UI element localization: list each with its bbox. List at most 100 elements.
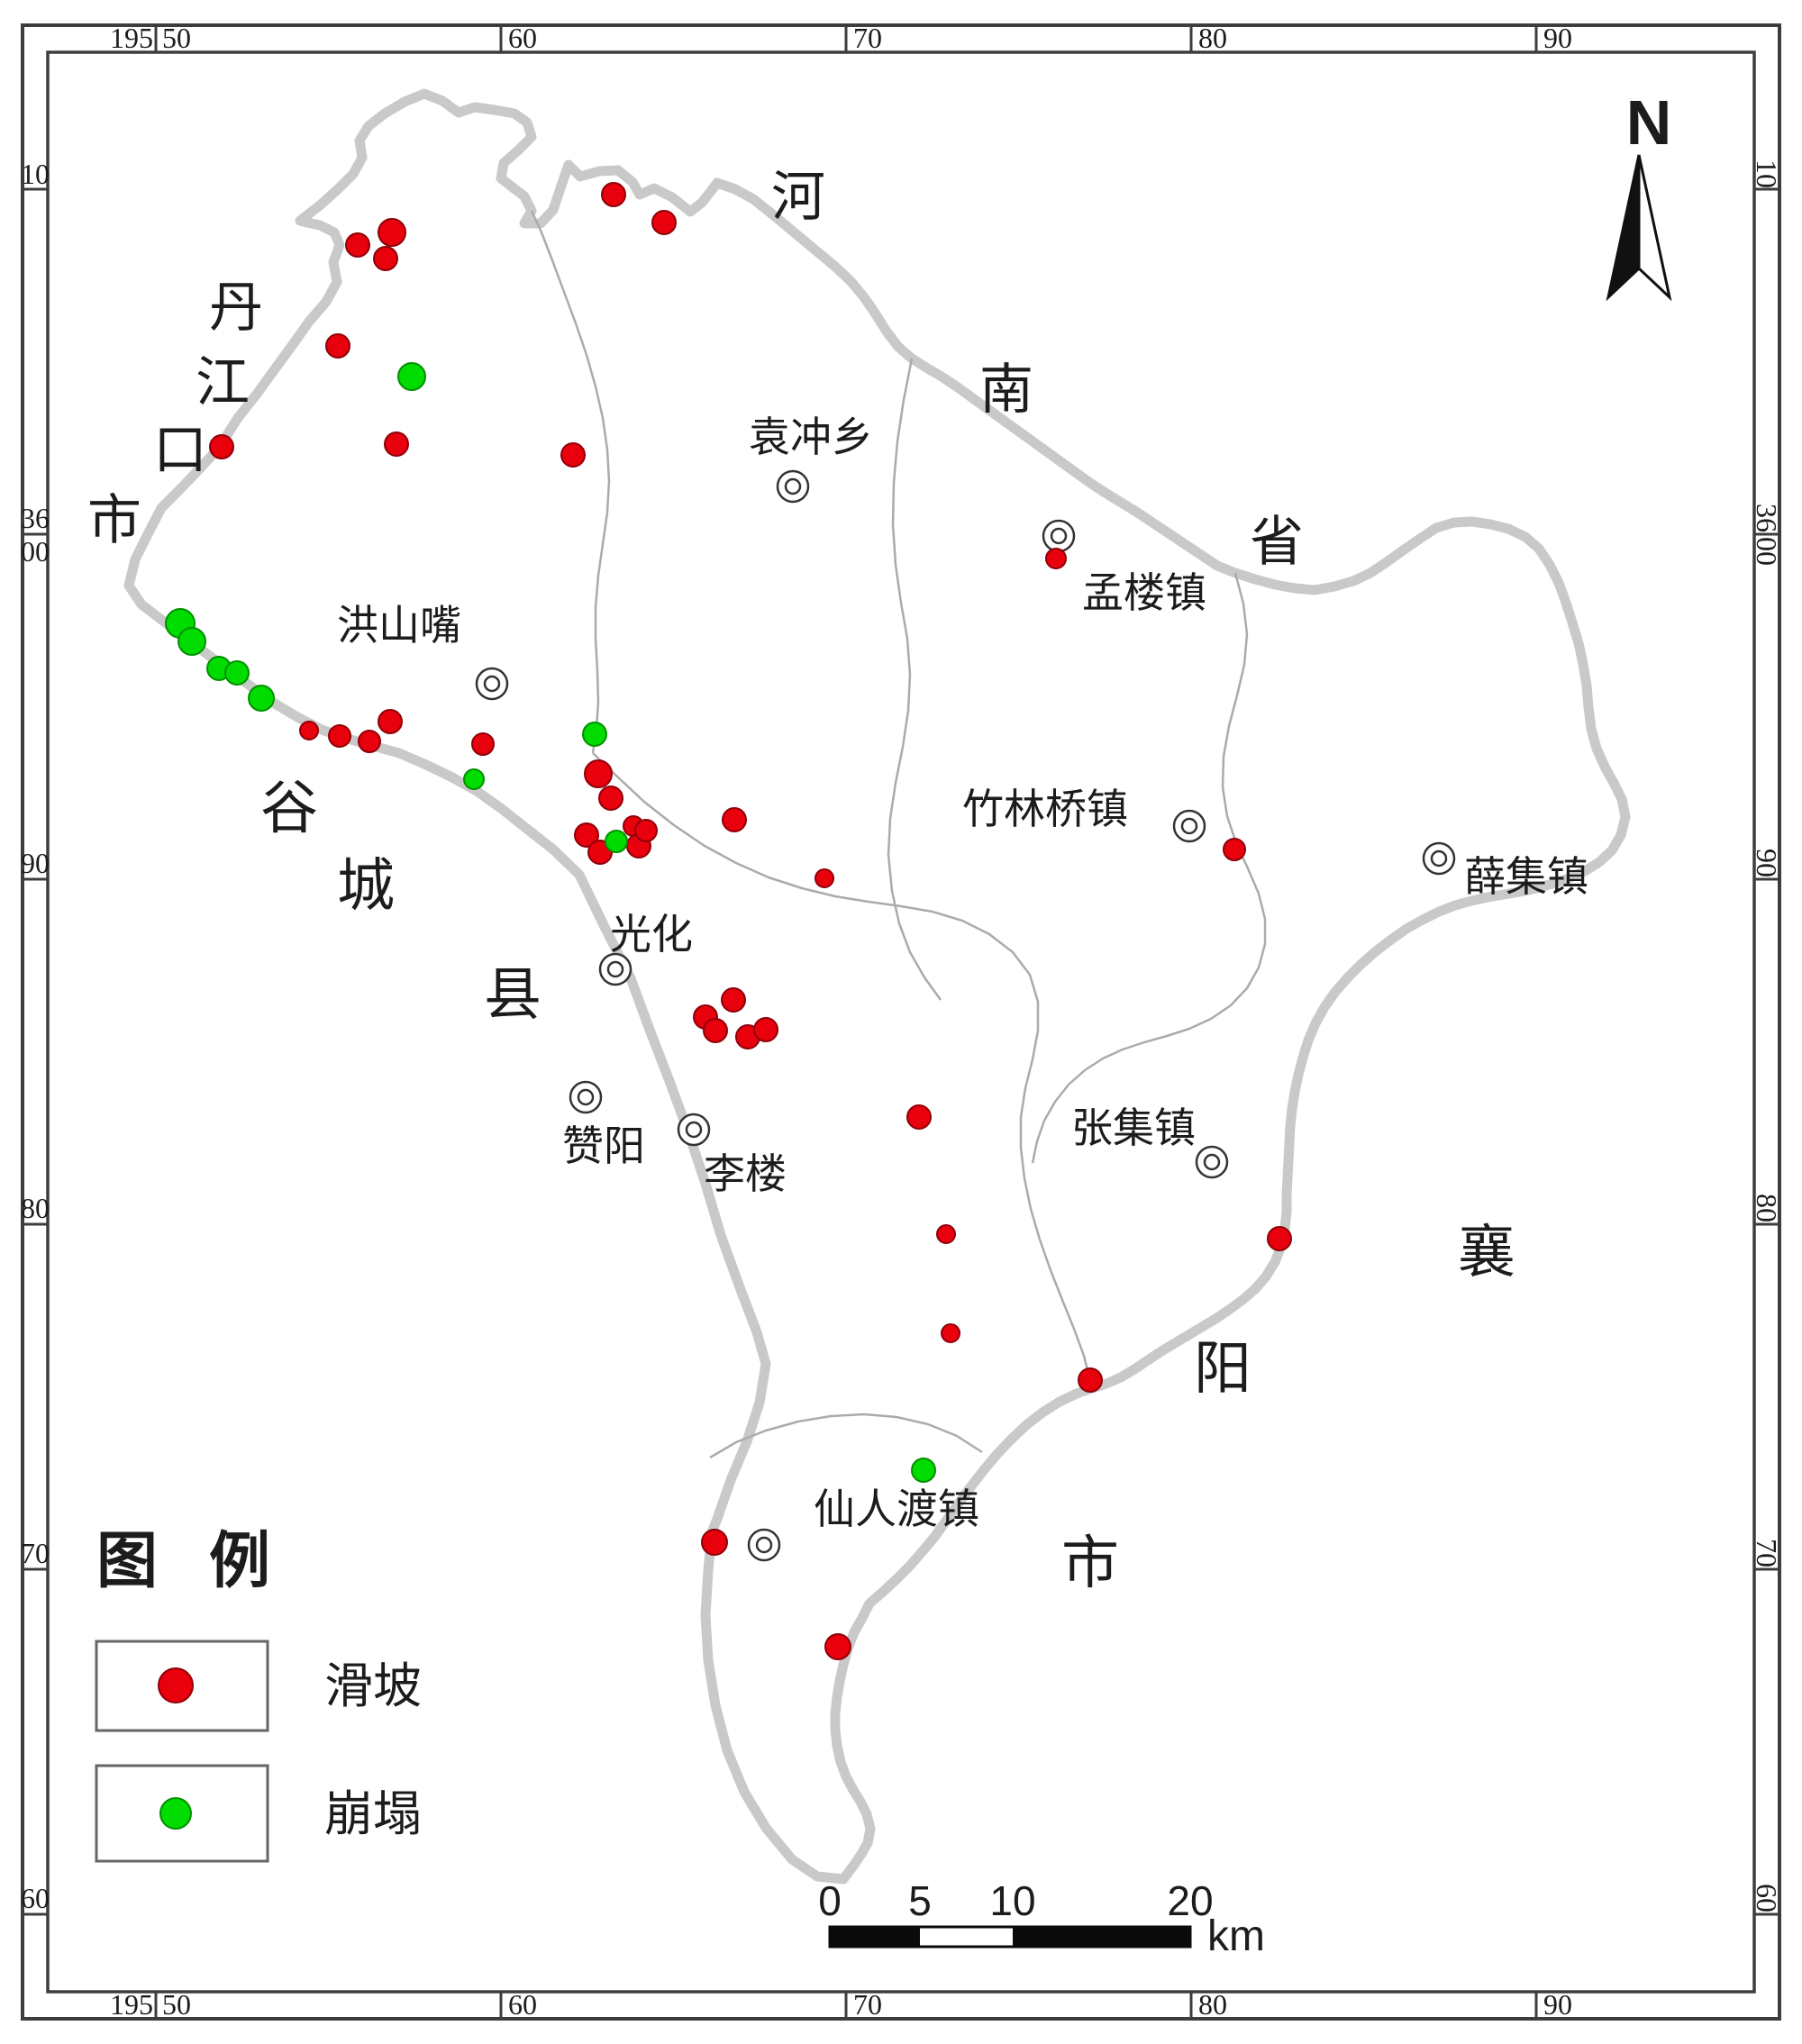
grid-label-right: 00 (1751, 537, 1783, 566)
landslide-dot (815, 868, 834, 888)
grid-label-bottom: 80 (1198, 1988, 1227, 2021)
collapse-dot (177, 627, 206, 656)
grid-label-left: 80 (21, 1192, 50, 1224)
landslide-dot (1223, 838, 1246, 861)
region-char: 襄 (1458, 1221, 1515, 1285)
scale-bar: 0 5 10 20 km (818, 1877, 1265, 1960)
collapse-dot (582, 722, 607, 747)
landslide-dot (574, 822, 599, 848)
legend-title: 图 例 (96, 1527, 288, 1595)
grid-label-right: 80 (1751, 1194, 1783, 1222)
region-char: 南 (979, 360, 1033, 420)
town-label: 赞阳 (562, 1123, 645, 1169)
landslide-dot (373, 246, 398, 271)
region-char: 丹 (209, 278, 263, 338)
town-symbol-inner-circle (755, 1536, 773, 1554)
region-char: 口 (153, 421, 207, 480)
landslide-dot (378, 709, 403, 734)
town-symbol-inner-circle (784, 477, 802, 495)
grid-label-bottom: 60 (508, 1988, 537, 2021)
grid-label-top: 80 (1198, 22, 1227, 54)
landslide-dot (721, 987, 746, 1013)
town-label: 张集镇 (1071, 1105, 1196, 1151)
grid-label-top: 50 (162, 22, 191, 54)
township-boundary (709, 1413, 983, 1459)
scale-unit-label: km (1207, 1912, 1265, 1960)
landslide-dot (601, 182, 626, 207)
township-boundary (530, 210, 611, 754)
town-label: 仙人渡镇 (814, 1486, 979, 1532)
county-boundaries (123, 88, 1631, 1885)
grid-label-top: 70 (853, 22, 882, 54)
collapse-dot (397, 362, 426, 391)
region-char: 城 (337, 854, 395, 918)
landslide-dot (598, 786, 623, 811)
landslide-dot (384, 432, 409, 457)
town-symbol-inner-circle (1430, 849, 1448, 868)
north-arrow: N (1606, 87, 1672, 302)
landslide-dot (378, 218, 406, 247)
legend-label-landslide: 滑坡 (324, 1659, 422, 1713)
landslide-dot (634, 819, 658, 842)
town-label: 薛集镇 (1464, 854, 1588, 900)
frame-inner-rect (46, 50, 1756, 1994)
hazard-dots (165, 182, 1292, 1660)
landslide-dot (701, 1529, 728, 1556)
landslide-dot (906, 1104, 932, 1130)
town-label: 洪山嘴 (337, 603, 461, 649)
region-char: 市 (87, 491, 141, 550)
grid-label-right: 10 (1751, 159, 1783, 188)
landslide-dot (651, 210, 677, 235)
grid-label-left: 60 (21, 1882, 50, 1914)
region-char: 江 (196, 353, 250, 413)
grid-label-right: 70 (1751, 1539, 1783, 1567)
grid-label-right: 60 (1751, 1884, 1783, 1912)
scale-bar-segment-black2 (1013, 1927, 1190, 1947)
collapse-legend-icon (159, 1797, 192, 1830)
grid-label-right: 36 (1751, 504, 1783, 532)
grid-label-top: 195 (110, 22, 153, 54)
region-char: 阳 (1194, 1337, 1251, 1401)
town-symbol-inner-circle (606, 960, 624, 978)
region-char: 市 (1061, 1531, 1119, 1595)
grid-label-left: 00 (21, 535, 50, 568)
grid-label-top: 90 (1543, 22, 1572, 54)
grid-label-right: 90 (1751, 849, 1783, 877)
scale-tick-label: 0 (818, 1877, 842, 1924)
town-symbol-inner-circle (1050, 527, 1068, 545)
grid-label-bottom: 70 (853, 1988, 882, 2021)
collapse-dot (911, 1458, 936, 1483)
landslide-dot (560, 442, 586, 468)
scale-tick-label: 20 (1167, 1877, 1213, 1924)
landslide-dot (299, 721, 319, 740)
grid-label-left: 36 (21, 502, 50, 534)
landslide-dot (328, 724, 351, 748)
landslide-legend-icon (158, 1667, 194, 1703)
landslide-dot (345, 232, 370, 258)
legend: 图 例 滑坡 崩塌 (95, 1527, 422, 1863)
town-symbol-inner-circle (577, 1088, 595, 1106)
collapse-dot (248, 685, 275, 712)
landslide-dot (703, 1018, 728, 1043)
landslide-dot (824, 1633, 851, 1660)
town-label: 李楼 (704, 1151, 787, 1197)
town-label: 孟楼镇 (1082, 570, 1206, 616)
landslide-dot (941, 1323, 960, 1343)
landslide-dot (1045, 548, 1067, 569)
grid-label-bottom: 195 (110, 1988, 153, 2021)
landslide-dot (936, 1224, 956, 1244)
township-boundary (1031, 572, 1267, 1164)
landslide-dot (753, 1017, 778, 1042)
grid-label-left: 10 (21, 158, 50, 190)
town-symbol-inner-circle (1180, 817, 1198, 835)
north-arrow-left-half (1606, 154, 1641, 302)
landslide-dot (325, 333, 350, 359)
township-boundary (592, 752, 1093, 1385)
collapse-dot (463, 768, 485, 790)
region-char: 省 (1250, 513, 1304, 572)
town-label: 光化 (610, 912, 693, 958)
collapse-dot (605, 830, 628, 853)
